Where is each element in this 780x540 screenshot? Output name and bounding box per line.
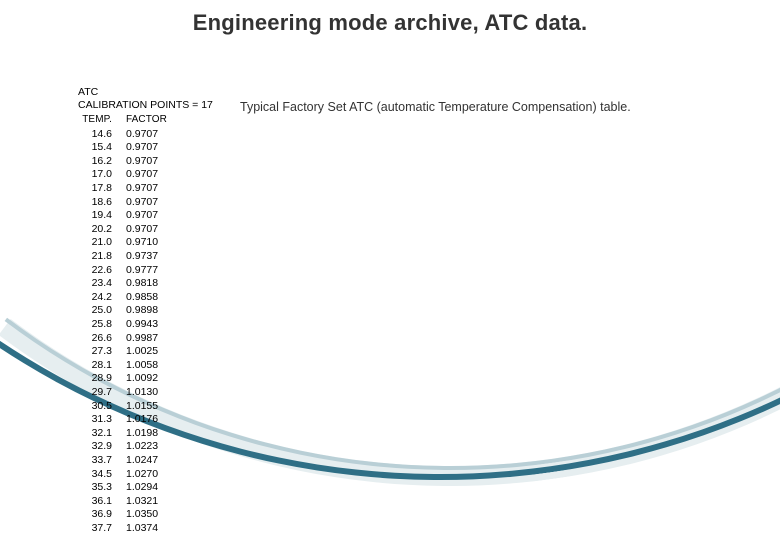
atc-temp-cell: 32.9 <box>78 440 112 454</box>
atc-factor-cell: 0.9707 <box>126 141 170 155</box>
atc-factor-cell: 1.0176 <box>126 413 170 427</box>
atc-temp-cell: 16.2 <box>78 155 112 169</box>
atc-factor-cell: 1.0130 <box>126 386 170 400</box>
atc-temp-cell: 24.2 <box>78 291 112 305</box>
atc-factor-cell: 1.0223 <box>126 440 170 454</box>
atc-temp-cell: 17.8 <box>78 182 112 196</box>
atc-factor-cell: 0.9707 <box>126 155 170 169</box>
atc-factor-cell: 0.9707 <box>126 209 170 223</box>
atc-temp-cell: 31.3 <box>78 413 112 427</box>
atc-temp-cell: 21.0 <box>78 236 112 250</box>
atc-col-factor-header: FACTOR <box>126 114 170 127</box>
atc-temp-cell: 33.7 <box>78 454 112 468</box>
atc-temp-cell: 29.7 <box>78 386 112 400</box>
atc-temp-cell: 21.8 <box>78 250 112 264</box>
atc-temp-cell: 17.0 <box>78 168 112 182</box>
atc-caption: Typical Factory Set ATC (automatic Tempe… <box>240 100 631 114</box>
atc-temp-cell: 19.4 <box>78 209 112 223</box>
atc-factor-cell: 1.0321 <box>126 495 170 509</box>
atc-col-temp: TEMP. 14.615.416.217.017.818.619.420.221… <box>78 114 112 536</box>
atc-temp-cell: 36.9 <box>78 508 112 522</box>
atc-factor-cell: 1.0092 <box>126 372 170 386</box>
atc-temp-cell: 23.4 <box>78 277 112 291</box>
atc-temp-cell: 37.7 <box>78 522 112 536</box>
atc-table: ATC CALIBRATION POINTS = 17 TEMP. 14.615… <box>78 86 213 535</box>
atc-temp-cell: 25.0 <box>78 304 112 318</box>
atc-factor-cell: 1.0350 <box>126 508 170 522</box>
atc-temp-cell: 27.3 <box>78 345 112 359</box>
atc-temp-cell: 30.5 <box>78 400 112 414</box>
atc-factor-cell: 0.9943 <box>126 318 170 332</box>
atc-factor-cell: 0.9707 <box>126 223 170 237</box>
atc-factor-cell: 0.9707 <box>126 182 170 196</box>
atc-temp-cell: 35.3 <box>78 481 112 495</box>
atc-col-temp-header: TEMP. <box>78 114 112 127</box>
atc-factor-cell: 0.9707 <box>126 196 170 210</box>
atc-temp-cell: 15.4 <box>78 141 112 155</box>
atc-factor-cell: 0.9710 <box>126 236 170 250</box>
atc-factor-cell: 0.9777 <box>126 264 170 278</box>
atc-temp-cell: 32.1 <box>78 427 112 441</box>
atc-columns: TEMP. 14.615.416.217.017.818.619.420.221… <box>78 114 213 536</box>
atc-factor-cell: 0.9737 <box>126 250 170 264</box>
atc-header-line1: ATC <box>78 86 213 99</box>
atc-factor-cell: 1.0270 <box>126 468 170 482</box>
atc-factor-cell: 1.0374 <box>126 522 170 536</box>
atc-temp-cell: 14.6 <box>78 128 112 142</box>
atc-temp-cell: 34.5 <box>78 468 112 482</box>
atc-factor-cell: 1.0025 <box>126 345 170 359</box>
atc-temp-cell: 18.6 <box>78 196 112 210</box>
page-title: Engineering mode archive, ATC data. <box>0 10 780 36</box>
atc-temp-cell: 25.8 <box>78 318 112 332</box>
atc-temp-cell: 22.6 <box>78 264 112 278</box>
atc-factor-cell: 1.0198 <box>126 427 170 441</box>
atc-factor-cell: 0.9858 <box>126 291 170 305</box>
atc-factor-cell: 1.0058 <box>126 359 170 373</box>
atc-factor-cell: 0.9818 <box>126 277 170 291</box>
atc-factor-cell: 1.0294 <box>126 481 170 495</box>
atc-factor-cell: 0.9707 <box>126 168 170 182</box>
atc-factor-cell: 1.0247 <box>126 454 170 468</box>
atc-col-factor: FACTOR 0.97070.97070.97070.97070.97070.9… <box>126 114 170 536</box>
atc-factor-cell: 1.0155 <box>126 400 170 414</box>
atc-temp-cell: 28.1 <box>78 359 112 373</box>
atc-factor-cell: 0.9898 <box>126 304 170 318</box>
atc-factor-cell: 0.9987 <box>126 332 170 346</box>
atc-temp-cell: 26.6 <box>78 332 112 346</box>
atc-header-line2: CALIBRATION POINTS = 17 <box>78 99 213 112</box>
slide: Engineering mode archive, ATC data. Typi… <box>0 0 780 540</box>
atc-factor-cell: 0.9707 <box>126 128 170 142</box>
atc-temp-cell: 28.9 <box>78 372 112 386</box>
atc-temp-cell: 36.1 <box>78 495 112 509</box>
atc-temp-cell: 20.2 <box>78 223 112 237</box>
